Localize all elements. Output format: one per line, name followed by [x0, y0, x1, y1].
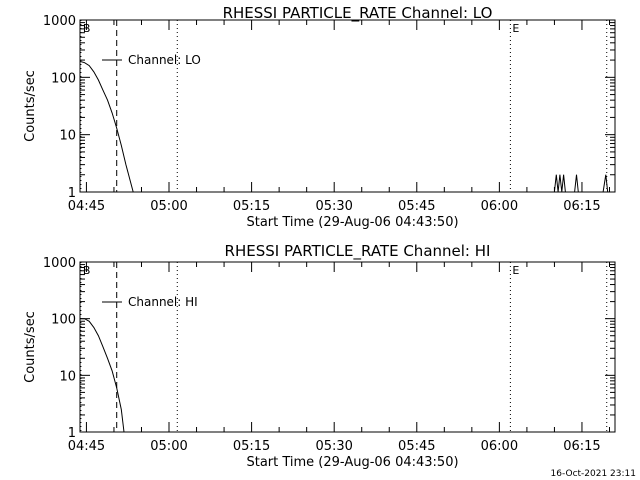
time-marker-label: B [83, 264, 91, 277]
chart-title: RHESSI PARTICLE_RATE Channel: LO [223, 4, 493, 23]
x-axis-label: Start Time (29-Aug-06 04:43:50) [246, 455, 458, 470]
time-marker-label: B [83, 22, 91, 35]
x-tick-label: 05:30 [315, 439, 352, 454]
x-tick-label: 04:45 [68, 199, 105, 214]
y-tick-label: 1 [68, 186, 76, 201]
y-tick-label: 10 [59, 129, 76, 144]
time-marker-label: E [512, 264, 519, 277]
y-tick-label: 1000 [43, 14, 76, 29]
y-tick-label: 1 [68, 426, 76, 441]
y-tick-label: 10 [59, 369, 76, 384]
data-series-line [553, 174, 566, 193]
y-tick-label: 100 [51, 71, 76, 86]
data-series-line [602, 174, 609, 193]
x-tick-label: 04:45 [68, 439, 105, 454]
x-tick-label: 05:00 [150, 199, 187, 214]
legend-label: Channel: HI [128, 295, 198, 309]
legend-label: Channel: LO [128, 53, 201, 67]
data-series-line [79, 60, 134, 193]
x-tick-label: 06:15 [563, 199, 600, 214]
y-tick-label: 1000 [43, 256, 76, 271]
x-tick-label: 05:30 [315, 199, 352, 214]
x-tick-label: 05:45 [398, 199, 435, 214]
x-axis-label: Start Time (29-Aug-06 04:43:50) [246, 215, 458, 230]
plot-frame [79, 261, 616, 433]
x-tick-label: 05:15 [233, 439, 270, 454]
x-tick-label: 05:15 [233, 199, 270, 214]
x-tick-label: 05:00 [150, 439, 187, 454]
data-series-line [80, 318, 125, 433]
x-tick-label: 06:00 [481, 439, 518, 454]
chart-title: RHESSI PARTICLE_RATE Channel: HI [225, 242, 491, 261]
y-tick-label: 100 [51, 313, 76, 328]
y-axis-label: Counts/sec [23, 311, 38, 383]
data-series-line [574, 174, 579, 193]
x-tick-label: 05:45 [398, 439, 435, 454]
x-tick-label: 06:15 [563, 439, 600, 454]
plot-frame [79, 19, 616, 193]
y-axis-label: Counts/sec [23, 70, 38, 142]
time-marker-label: E [512, 22, 519, 35]
footer-timestamp: 16-Oct-2021 23:11 [551, 469, 636, 479]
x-tick-label: 06:00 [481, 199, 518, 214]
